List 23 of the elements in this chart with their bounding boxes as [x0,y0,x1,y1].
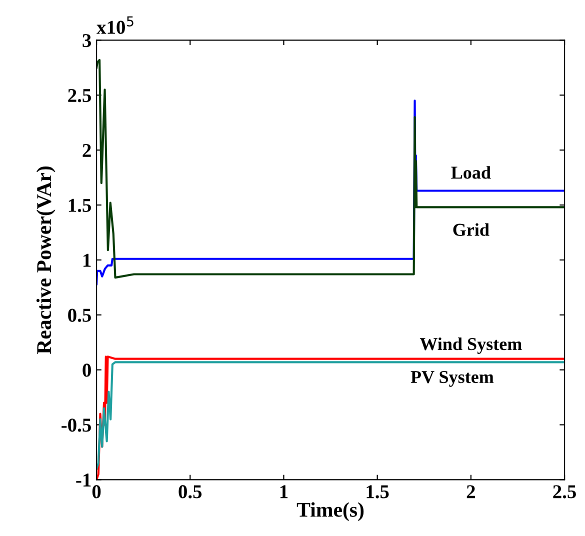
y-tick-label: 2.5 [68,89,91,102]
y-tick-label: 1.5 [68,198,91,212]
text: x10$^{5}$ [96,16,134,34]
x-tick-label: 1 [280,485,288,498]
x-tick-label: 2.5 [553,485,576,498]
y-tick-label: 2 [82,144,91,157]
x-tick-label: 1.5 [366,485,389,498]
line-series [96,58,565,279]
y-axis-title: Reactive Power(VAr) [36,166,56,354]
x-tick-label: 0 [92,485,101,498]
y-tick-label: 3 [82,34,91,48]
series-label: PV System [410,370,494,387]
y-tick-label: 1 [84,254,91,267]
x-tick-label: 0.5 [178,485,202,498]
y-tick-label: -0.5 [62,418,91,432]
series-label: Wind System [420,337,522,354]
y-tick-label: 0.5 [68,308,91,322]
series-label: Load [451,166,491,179]
y-tick-label: 0 [82,364,91,377]
series-label: Grid [453,223,490,236]
y-tick-label: -1 [76,474,91,486]
x-axis-title: Time(s) [296,502,364,522]
x-tick-label: 2 [466,485,475,498]
